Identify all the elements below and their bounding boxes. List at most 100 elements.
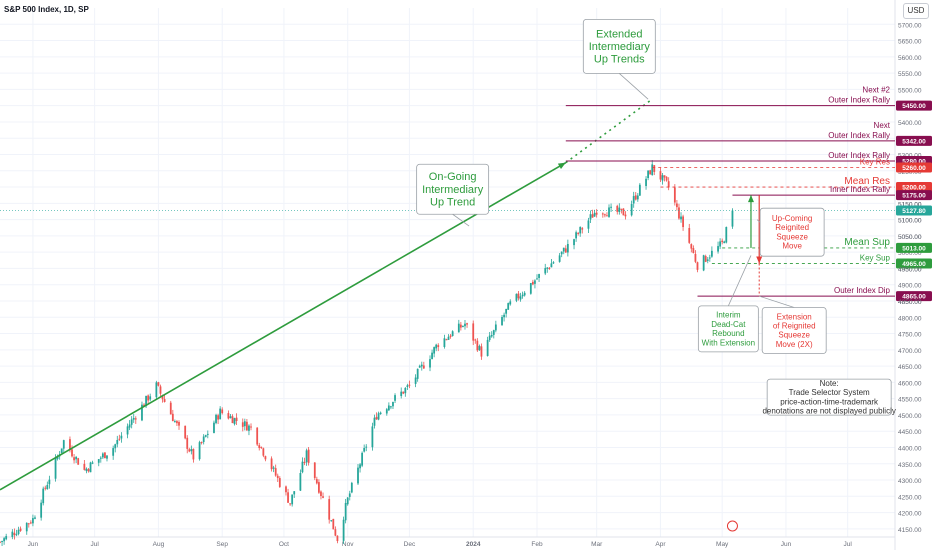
candle-body	[435, 344, 438, 349]
candle-body	[75, 456, 78, 460]
candle-body	[400, 391, 403, 397]
x-tick-label: Jun	[781, 541, 792, 548]
candle-body	[661, 175, 664, 181]
level-label: Mean Sup	[844, 237, 890, 248]
candle-body	[112, 448, 115, 456]
y-tick-label: 5100.00	[898, 218, 922, 225]
candle-body	[147, 395, 150, 401]
candle-body	[40, 502, 43, 518]
candle-body	[618, 207, 621, 212]
y-tick-label: 5000.00	[898, 250, 922, 257]
candle-body	[219, 408, 222, 420]
y-tick-label: 5150.00	[898, 201, 922, 208]
candle-body	[443, 338, 446, 347]
candle-body	[704, 256, 707, 262]
candle-body	[322, 496, 324, 498]
candle-body	[361, 452, 364, 466]
candle-body	[1, 541, 3, 543]
level-price-tag	[896, 242, 932, 253]
level-price-tag-text: 5450.00	[902, 103, 926, 110]
candle-body	[390, 406, 392, 408]
candle-body	[217, 415, 219, 420]
candle-body	[221, 409, 224, 414]
candle-body	[558, 255, 561, 262]
candle-body	[632, 196, 635, 204]
candle-body	[387, 405, 390, 411]
candle-body	[293, 491, 296, 495]
candle-body	[276, 475, 279, 479]
candle-body	[200, 442, 203, 444]
candle-body	[507, 303, 510, 310]
candle-body	[91, 462, 94, 464]
candle-body	[204, 435, 207, 437]
candle-body	[692, 248, 695, 254]
level-price-tag-text: 5260.00	[902, 165, 926, 172]
candles-group	[0, 160, 734, 546]
candle-body	[248, 425, 250, 431]
y-tick-label: 5700.00	[898, 22, 922, 29]
candle-body	[616, 205, 619, 212]
candle-body	[190, 449, 193, 452]
candle-body	[591, 214, 594, 218]
annotation-pointer	[452, 213, 470, 227]
level-price-tag-text: 5175.00	[902, 193, 926, 200]
annotation-pointer	[619, 73, 649, 100]
candle-body	[116, 440, 119, 445]
candle-body	[552, 262, 555, 264]
y-tick-label: 4400.00	[898, 445, 922, 452]
candle-body	[673, 187, 676, 203]
candle-body	[422, 365, 425, 369]
candle-body	[505, 308, 508, 314]
level-price-tag-text: 4965.00	[902, 261, 926, 268]
candle-body	[17, 529, 20, 535]
candle-body	[19, 528, 22, 531]
candle-body	[46, 484, 49, 490]
currency-button[interactable]: USD	[903, 3, 929, 19]
candle-body	[44, 487, 47, 489]
x-tick-label: Dec	[404, 541, 416, 548]
candle-body	[202, 436, 205, 443]
level-price-tag	[896, 291, 932, 302]
x-tick-label: Apr	[655, 541, 666, 548]
candle-body	[649, 170, 652, 175]
candle-body	[13, 532, 16, 536]
candle-body	[231, 416, 234, 424]
candle-body	[186, 437, 189, 449]
candle-body	[546, 267, 549, 269]
candle-body	[120, 435, 123, 439]
candle-body	[77, 458, 80, 465]
candle-body	[723, 241, 726, 244]
candle-body	[548, 267, 551, 269]
candle-body	[416, 368, 419, 379]
candle-body	[235, 417, 238, 422]
last-price-tag-text: 5127.80	[902, 208, 926, 215]
candle-body	[645, 178, 647, 187]
candle-body	[402, 391, 405, 394]
level-label: Key Res	[860, 158, 890, 167]
candle-body	[581, 228, 584, 230]
candle-body	[5, 536, 8, 540]
candle-body	[492, 330, 495, 335]
candle-body	[710, 250, 713, 257]
candle-body	[620, 208, 623, 210]
candle-body	[659, 171, 662, 180]
y-tick-label: 5050.00	[898, 234, 922, 241]
candle-body	[54, 457, 57, 479]
candle-body	[379, 412, 382, 415]
candle-body	[301, 461, 304, 473]
candle-body	[579, 226, 582, 234]
candle-body	[173, 421, 176, 423]
candle-body	[490, 334, 493, 337]
level-label: Outer Index Rally	[828, 131, 890, 140]
candle-body	[270, 458, 273, 470]
candle-body	[357, 467, 359, 484]
y-tick-label: 4850.00	[898, 299, 922, 306]
candle-body	[71, 449, 73, 457]
candle-body	[667, 181, 670, 187]
y-tick-label: 5400.00	[898, 120, 922, 127]
